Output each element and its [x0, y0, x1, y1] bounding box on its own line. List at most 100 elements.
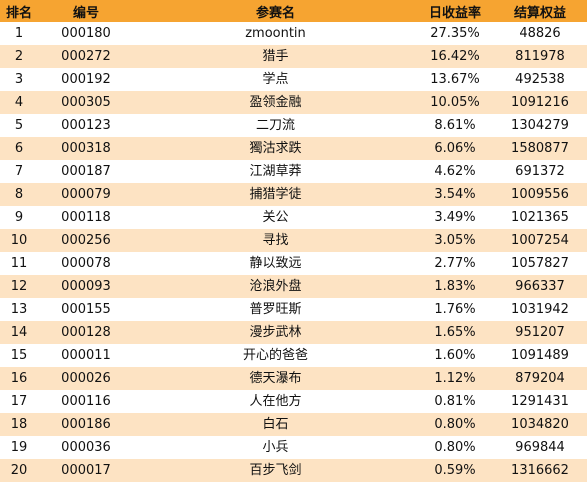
cell-rank: 11: [10, 256, 28, 271]
cell-code: 000079: [61, 187, 111, 202]
header-daily-return: 日收益率: [428, 5, 481, 21]
cell-daily-return: 2.77%: [434, 256, 476, 271]
cell-daily-return: 1.76%: [434, 302, 476, 317]
cell-settled-equity: 951207: [515, 325, 565, 340]
table-body: 1 000180 zmoontin 27.35% 48826 2 000272 猎手 16.42…: [0, 22, 587, 482]
cell-code: 000026: [61, 371, 111, 386]
cell-name: 关公: [262, 210, 289, 225]
cell-daily-return: 10.05%: [430, 95, 480, 110]
cell-settled-equity: 1009556: [511, 187, 569, 202]
cell-rank: 13: [10, 302, 28, 317]
cell-rank: 15: [10, 348, 28, 363]
cell-settled-equity: 1291431: [511, 394, 569, 409]
cell-settled-equity: 1031942: [511, 302, 569, 317]
cell-settled-equity: 1057827: [511, 256, 569, 271]
header-rank: 排名: [5, 5, 32, 21]
cell-name: 德天瀑布: [249, 371, 302, 386]
cell-rank: 3: [14, 72, 24, 87]
cell-daily-return: 1.60%: [434, 348, 476, 363]
cell-settled-equity: 1580877: [511, 141, 569, 156]
cell-code: 000155: [61, 302, 111, 317]
cell-code: 000128: [61, 325, 111, 340]
cell-daily-return: 3.54%: [434, 187, 476, 202]
header-code: 编号: [72, 5, 99, 21]
table-header: 排名 编号 参赛名 日收益率 结算权益: [0, 0, 587, 22]
table-row: 15 000011 开心的爸爸 1.60% 1091489: [0, 344, 587, 367]
cell-name: 学点: [262, 72, 289, 87]
cell-rank: 2: [14, 49, 24, 64]
cell-rank: 18: [10, 417, 28, 432]
table-row: 6 000318 獨沽求跌 6.06% 1580877: [0, 137, 587, 160]
table-row: 4 000305 盈领金融 10.05% 1091216: [0, 91, 587, 114]
cell-name: 二刀流: [255, 118, 295, 133]
cell-rank: 5: [14, 118, 24, 133]
cell-settled-equity: 1091489: [511, 348, 569, 363]
cell-rank: 10: [10, 233, 28, 248]
cell-settled-equity: 811978: [515, 49, 565, 64]
cell-settled-equity: 1304279: [511, 118, 569, 133]
cell-name: 猎手: [262, 49, 289, 64]
cell-daily-return: 1.12%: [434, 371, 476, 386]
cell-code: 000192: [61, 72, 111, 87]
cell-daily-return: 13.67%: [430, 72, 480, 87]
cell-rank: 12: [10, 279, 28, 294]
table-row: 11 000078 静以致远 2.77% 1057827: [0, 252, 587, 275]
cell-code: 000187: [61, 164, 111, 179]
cell-name: 开心的爸爸: [242, 348, 308, 363]
cell-rank: 20: [10, 463, 28, 478]
table-row: 3 000192 学点 13.67% 492538: [0, 68, 587, 91]
cell-daily-return: 1.65%: [434, 325, 476, 340]
table-row: 1 000180 zmoontin 27.35% 48826: [0, 22, 587, 45]
cell-rank: 16: [10, 371, 28, 386]
cell-daily-return: 0.81%: [434, 394, 476, 409]
table-row: 19 000036 小兵 0.80% 969844: [0, 436, 587, 459]
cell-name: 普罗旺斯: [249, 302, 302, 317]
cell-daily-return: 3.05%: [434, 233, 476, 248]
table-row: 10 000256 寻找 3.05% 1007254: [0, 229, 587, 252]
cell-code: 000036: [61, 440, 111, 455]
cell-daily-return: 0.59%: [434, 463, 476, 478]
cell-code: 000017: [61, 463, 111, 478]
cell-rank: 17: [10, 394, 28, 409]
cell-code: 000011: [61, 348, 111, 363]
cell-settled-equity: 1091216: [511, 95, 569, 110]
cell-code: 000272: [61, 49, 111, 64]
cell-daily-return: 0.80%: [434, 417, 476, 432]
table-row: 18 000186 白石 0.80% 1034820: [0, 413, 587, 436]
cell-name: 獨沽求跌: [249, 141, 302, 156]
cell-settled-equity: 1316662: [511, 463, 569, 478]
cell-daily-return: 4.62%: [434, 164, 476, 179]
cell-daily-return: 8.61%: [434, 118, 476, 133]
cell-name: 漫步武林: [249, 325, 302, 340]
cell-daily-return: 6.06%: [434, 141, 476, 156]
header-row: 排名 编号 参赛名 日收益率 结算权益: [0, 0, 587, 22]
cell-settled-equity: 492538: [515, 72, 565, 87]
table-row: 16 000026 德天瀑布 1.12% 879204: [0, 367, 587, 390]
cell-name: 静以致远: [249, 256, 302, 271]
cell-name: 沧浪外盘: [249, 279, 302, 294]
cell-name: 人在他方: [249, 394, 302, 409]
cell-daily-return: 16.42%: [430, 49, 480, 64]
cell-name: 寻找: [262, 233, 289, 248]
cell-code: 000180: [61, 26, 111, 41]
header-settled-equity: 结算权益: [513, 5, 566, 21]
cell-name: zmoontin: [245, 26, 306, 41]
cell-settled-equity: 1034820: [511, 417, 569, 432]
cell-code: 000256: [61, 233, 111, 248]
cell-code: 000078: [61, 256, 111, 271]
cell-name: 白石: [262, 417, 289, 432]
cell-daily-return: 1.83%: [434, 279, 476, 294]
table-row: 7 000187 江湖草莽 4.62% 691372: [0, 160, 587, 183]
table-row: 14 000128 漫步武林 1.65% 951207: [0, 321, 587, 344]
table-row: 17 000116 人在他方 0.81% 1291431: [0, 390, 587, 413]
table-row: 8 000079 捕猎学徒 3.54% 1009556: [0, 183, 587, 206]
table-row: 9 000118 关公 3.49% 1021365: [0, 206, 587, 229]
cell-settled-equity: 1007254: [511, 233, 569, 248]
table-row: 5 000123 二刀流 8.61% 1304279: [0, 114, 587, 137]
table-row: 13 000155 普罗旺斯 1.76% 1031942: [0, 298, 587, 321]
cell-name: 江湖草莽: [249, 164, 302, 179]
cell-settled-equity: 879204: [515, 371, 565, 386]
cell-settled-equity: 691372: [515, 164, 565, 179]
cell-rank: 14: [10, 325, 28, 340]
